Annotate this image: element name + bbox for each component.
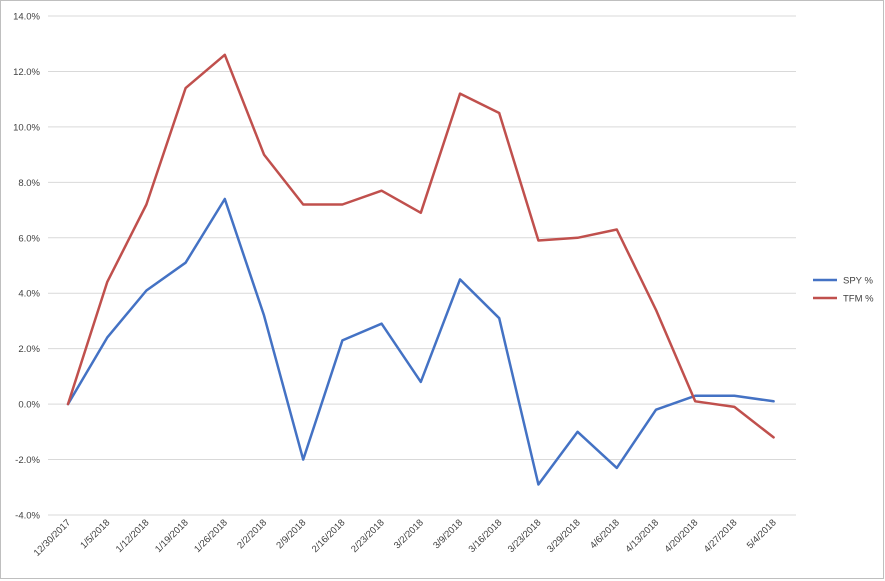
x-tick-label: 2/16/2018 [310, 517, 348, 555]
x-tick-label: 12/30/2017 [32, 517, 73, 558]
y-tick-label: 14.0% [13, 12, 40, 23]
legend-label: SPY % [843, 276, 873, 287]
x-tick-label: 3/2/2018 [392, 517, 426, 551]
x-tick-label: 2/23/2018 [349, 517, 387, 555]
x-tick-label: 2/9/2018 [274, 517, 308, 551]
y-tick-label: 4.0% [18, 289, 40, 300]
x-tick-label: 3/29/2018 [545, 517, 583, 555]
x-tick-label: 1/26/2018 [192, 517, 230, 555]
x-tick-label: 2/2/2018 [235, 517, 269, 551]
legend-label: TFM % [843, 294, 874, 305]
y-tick-label: 0.0% [18, 400, 40, 411]
x-tick-label: 3/16/2018 [467, 517, 505, 555]
x-tick-label: 3/23/2018 [506, 517, 544, 555]
y-tick-label: -4.0% [15, 511, 40, 522]
y-tick-label: 6.0% [18, 233, 40, 244]
x-tick-label: 5/4/2018 [745, 517, 779, 551]
x-tick-label: 1/19/2018 [153, 517, 191, 555]
x-tick-label: 1/5/2018 [78, 517, 112, 551]
x-tick-label: 3/9/2018 [431, 517, 465, 551]
x-tick-label: 1/12/2018 [114, 517, 152, 555]
y-tick-label: 10.0% [13, 122, 40, 133]
x-tick-label: 4/13/2018 [623, 517, 661, 555]
x-tick-label: 4/27/2018 [702, 517, 740, 555]
series-line-spy [68, 199, 774, 485]
y-tick-label: 2.0% [18, 344, 40, 355]
y-tick-label: 8.0% [18, 178, 40, 189]
x-tick-label: 4/20/2018 [663, 517, 701, 555]
y-tick-label: -2.0% [15, 455, 40, 466]
y-tick-label: 12.0% [13, 67, 40, 78]
x-tick-label: 4/6/2018 [588, 517, 622, 551]
